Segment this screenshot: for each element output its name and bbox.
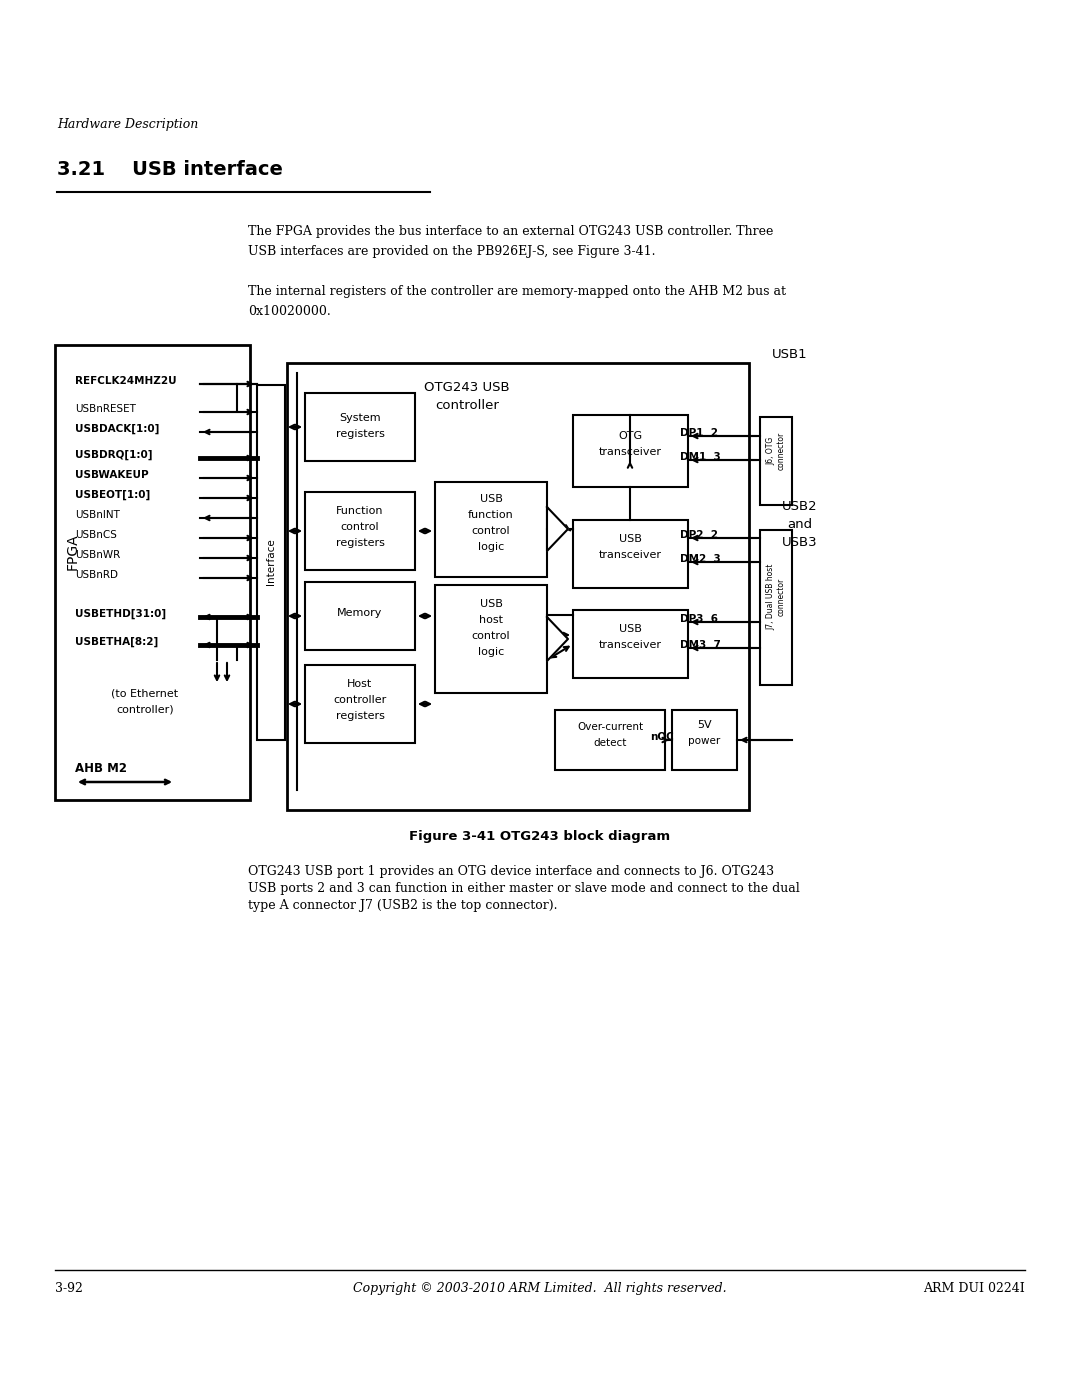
Text: controller): controller) bbox=[117, 705, 174, 715]
Text: FPGA: FPGA bbox=[66, 534, 80, 570]
Text: DP3  6: DP3 6 bbox=[680, 615, 718, 624]
Text: power: power bbox=[688, 736, 720, 746]
Text: USB interfaces are provided on the PB926EJ-S, see Figure 3-41.: USB interfaces are provided on the PB926… bbox=[248, 244, 656, 258]
Text: 3.21    USB interface: 3.21 USB interface bbox=[57, 161, 283, 179]
Text: System: System bbox=[339, 414, 381, 423]
Bar bbox=[672, 710, 737, 770]
Text: USB: USB bbox=[480, 495, 502, 504]
Text: DM2  3: DM2 3 bbox=[680, 555, 720, 564]
Text: DM3  7: DM3 7 bbox=[680, 640, 720, 650]
Text: USB1: USB1 bbox=[772, 348, 808, 360]
Text: USBnWR: USBnWR bbox=[75, 550, 120, 560]
Text: Figure 3-41 OTG243 block diagram: Figure 3-41 OTG243 block diagram bbox=[409, 830, 671, 842]
Text: Copyright © 2003-2010 ARM Limited.  All rights reserved.: Copyright © 2003-2010 ARM Limited. All r… bbox=[353, 1282, 727, 1295]
Bar bbox=[435, 585, 546, 693]
Text: USBnRESET: USBnRESET bbox=[75, 404, 136, 414]
Text: controller: controller bbox=[334, 694, 387, 705]
Text: Memory: Memory bbox=[337, 608, 382, 617]
Text: nOC: nOC bbox=[650, 732, 674, 742]
Bar bbox=[305, 583, 415, 650]
Text: detect: detect bbox=[593, 738, 626, 747]
Bar bbox=[305, 665, 415, 743]
Text: and: and bbox=[787, 518, 812, 531]
Text: Interface: Interface bbox=[266, 539, 276, 585]
Text: The FPGA provides the bus interface to an external OTG243 USB controller. Three: The FPGA provides the bus interface to a… bbox=[248, 225, 773, 237]
Text: ARM DUI 0224I: ARM DUI 0224I bbox=[923, 1282, 1025, 1295]
Text: controller: controller bbox=[435, 400, 499, 412]
Text: USBDRQ[1:0]: USBDRQ[1:0] bbox=[75, 450, 152, 460]
Text: OTG: OTG bbox=[618, 432, 643, 441]
Text: USBEOT[1:0]: USBEOT[1:0] bbox=[75, 490, 150, 500]
Text: USB: USB bbox=[619, 534, 642, 543]
Bar bbox=[760, 416, 792, 504]
Text: (to Ethernet: (to Ethernet bbox=[111, 687, 178, 698]
Text: registers: registers bbox=[336, 429, 384, 439]
Text: Function: Function bbox=[336, 506, 383, 515]
Text: The internal registers of the controller are memory-mapped onto the AHB M2 bus a: The internal registers of the controller… bbox=[248, 285, 786, 298]
Text: registers: registers bbox=[336, 711, 384, 721]
Text: AHB M2: AHB M2 bbox=[75, 761, 127, 775]
Text: control: control bbox=[472, 527, 511, 536]
Text: 5V: 5V bbox=[697, 719, 712, 731]
Text: USB2: USB2 bbox=[782, 500, 818, 513]
Text: DP2  2: DP2 2 bbox=[680, 529, 718, 541]
Bar bbox=[305, 393, 415, 461]
Text: J6, OTG
connector: J6, OTG connector bbox=[767, 432, 786, 471]
Text: Host: Host bbox=[348, 679, 373, 689]
Bar bbox=[287, 363, 750, 810]
Text: transceiver: transceiver bbox=[598, 447, 661, 457]
Text: host: host bbox=[480, 615, 503, 624]
Polygon shape bbox=[546, 507, 568, 550]
Text: USBWAKEUP: USBWAKEUP bbox=[75, 469, 149, 481]
Text: 0x10020000.: 0x10020000. bbox=[248, 305, 330, 319]
Text: USBnINT: USBnINT bbox=[75, 510, 120, 520]
Text: USB: USB bbox=[480, 599, 502, 609]
Text: DM1  3: DM1 3 bbox=[680, 453, 720, 462]
Text: DP1  2: DP1 2 bbox=[680, 427, 718, 439]
Text: logic: logic bbox=[477, 542, 504, 552]
Text: transceiver: transceiver bbox=[598, 550, 661, 560]
Bar bbox=[435, 482, 546, 577]
Bar bbox=[555, 710, 665, 770]
Text: control: control bbox=[340, 522, 379, 532]
Text: USBnRD: USBnRD bbox=[75, 570, 118, 580]
Text: USB: USB bbox=[619, 624, 642, 634]
Bar bbox=[573, 610, 688, 678]
Text: transceiver: transceiver bbox=[598, 640, 661, 650]
Bar bbox=[257, 386, 285, 740]
Bar bbox=[573, 520, 688, 588]
Polygon shape bbox=[546, 617, 568, 661]
Text: Hardware Description: Hardware Description bbox=[57, 117, 199, 131]
Bar bbox=[305, 492, 415, 570]
Text: USB ports 2 and 3 can function in either master or slave mode and connect to the: USB ports 2 and 3 can function in either… bbox=[248, 882, 800, 895]
Text: USBETHA[8:2]: USBETHA[8:2] bbox=[75, 637, 159, 647]
Text: USB3: USB3 bbox=[782, 536, 818, 549]
Text: J7, Dual USB host
connector: J7, Dual USB host connector bbox=[767, 564, 786, 630]
Bar bbox=[55, 345, 249, 800]
Bar bbox=[760, 529, 792, 685]
Text: USBETHD[31:0]: USBETHD[31:0] bbox=[75, 609, 166, 619]
Text: Over-current: Over-current bbox=[577, 722, 643, 732]
Text: function: function bbox=[468, 510, 514, 520]
Text: OTG243 USB port 1 provides an OTG device interface and connects to J6. OTG243: OTG243 USB port 1 provides an OTG device… bbox=[248, 865, 774, 877]
Text: registers: registers bbox=[336, 538, 384, 548]
Text: REFCLK24MHZ2U: REFCLK24MHZ2U bbox=[75, 376, 177, 386]
Text: logic: logic bbox=[477, 647, 504, 657]
Text: USBDACK[1:0]: USBDACK[1:0] bbox=[75, 425, 160, 434]
Text: OTG243 USB: OTG243 USB bbox=[424, 381, 510, 394]
Text: 3-92: 3-92 bbox=[55, 1282, 83, 1295]
Bar bbox=[573, 415, 688, 488]
Text: type A connector J7 (USB2 is the top connector).: type A connector J7 (USB2 is the top con… bbox=[248, 900, 557, 912]
Text: USBnCS: USBnCS bbox=[75, 529, 117, 541]
Text: control: control bbox=[472, 631, 511, 641]
